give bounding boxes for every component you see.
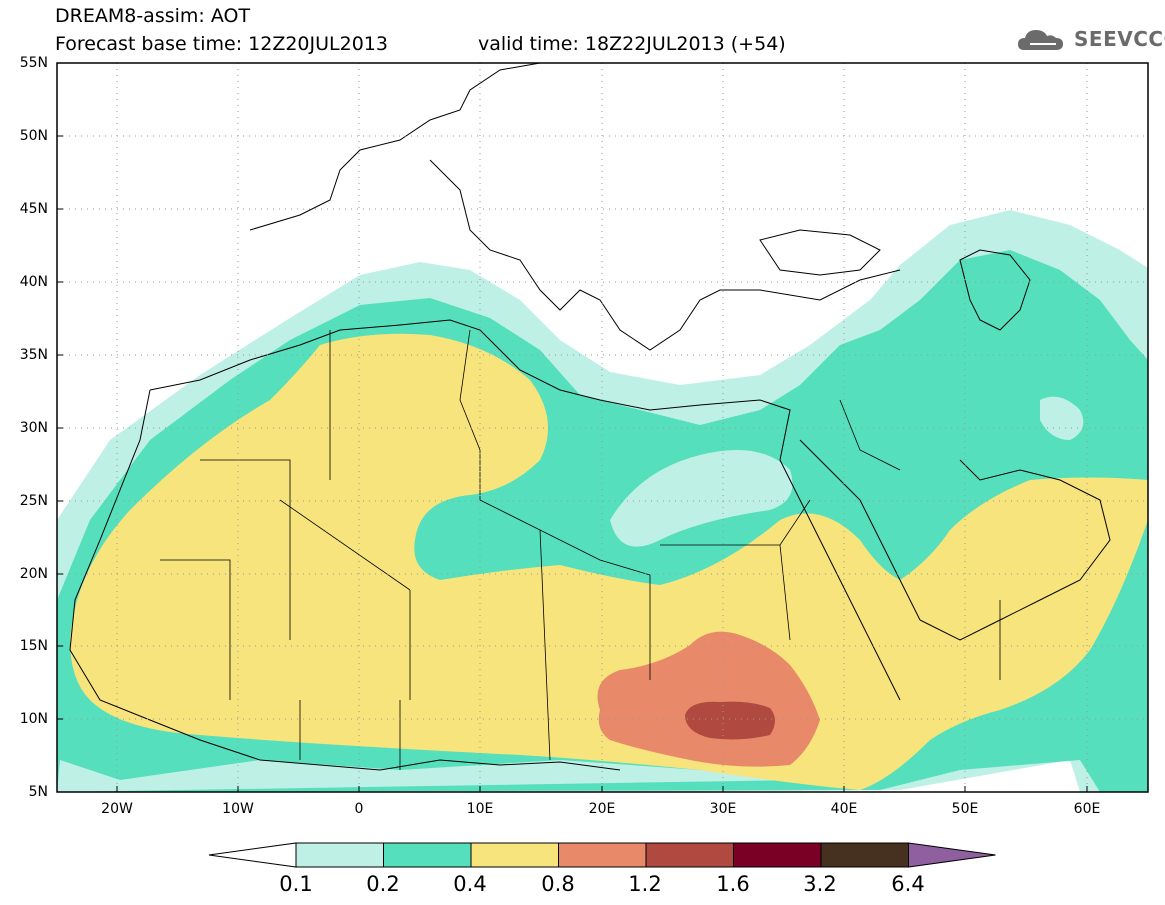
lat-label: 20N bbox=[19, 566, 48, 582]
lat-label: 30N bbox=[19, 420, 48, 436]
lon-label: 20E bbox=[588, 801, 616, 817]
coastline-red-sea bbox=[779, 439, 921, 701]
lat-label: 15N bbox=[19, 638, 48, 654]
aot-contour-0-1-inner bbox=[610, 450, 793, 547]
lat-label: 5N bbox=[28, 784, 48, 800]
colorbar-label: 1.6 bbox=[716, 872, 750, 896]
lon-label: 40E bbox=[830, 801, 858, 817]
lat-label: 10N bbox=[19, 711, 48, 727]
border-lines bbox=[160, 329, 1001, 770]
lat-label: 55N bbox=[19, 55, 48, 71]
aot-contour-0-4 bbox=[70, 333, 1148, 790]
axis-ticks bbox=[57, 62, 1088, 793]
colorbar-label: 0.1 bbox=[279, 872, 313, 896]
logo-text: SEEVCCC bbox=[1074, 27, 1165, 51]
lon-label: 50E bbox=[951, 801, 979, 817]
aot-contour-1-2 bbox=[685, 701, 775, 740]
lon-label: 10E bbox=[466, 801, 494, 817]
forecast-base-time: Forecast base time: 12Z20JUL2013 bbox=[55, 33, 388, 55]
title-line-1: DREAM8-assim: AOT bbox=[55, 5, 251, 27]
coastline-africa-north bbox=[149, 319, 791, 461]
lon-label: 60E bbox=[1073, 801, 1101, 817]
lon-label: 30E bbox=[709, 801, 737, 817]
lat-label: 40N bbox=[19, 274, 48, 290]
coastline-africa-west bbox=[69, 389, 621, 771]
coastline-europe bbox=[249, 63, 901, 351]
lat-label: 50N bbox=[19, 128, 48, 144]
colorbar-label: 6.4 bbox=[891, 872, 925, 896]
lat-label: 25N bbox=[19, 493, 48, 509]
valid-time: valid time: 18Z22JUL2013 (+54) bbox=[478, 33, 786, 55]
aot-contour-0-1-inner-2 bbox=[1040, 396, 1084, 440]
cloud-logo-icon bbox=[1018, 30, 1063, 50]
colorbar-label: 1.2 bbox=[628, 872, 662, 896]
coastline-blacksea bbox=[759, 229, 881, 276]
coastline-caspian bbox=[959, 249, 1031, 331]
colorbar-label: 0.8 bbox=[541, 872, 575, 896]
colorbar-label: 0.2 bbox=[366, 872, 400, 896]
lon-label: 0 bbox=[354, 801, 364, 817]
colorbar-label: 0.4 bbox=[453, 872, 487, 896]
lon-label: 20W bbox=[101, 801, 133, 817]
aot-contour-0-1-inner-3 bbox=[57, 760, 800, 792]
lat-label: 35N bbox=[19, 347, 48, 363]
lat-label: 45N bbox=[19, 201, 48, 217]
lon-label: 10W bbox=[222, 801, 254, 817]
colorbar-label: 3.2 bbox=[803, 872, 837, 896]
coastline-arabia bbox=[919, 459, 1111, 641]
